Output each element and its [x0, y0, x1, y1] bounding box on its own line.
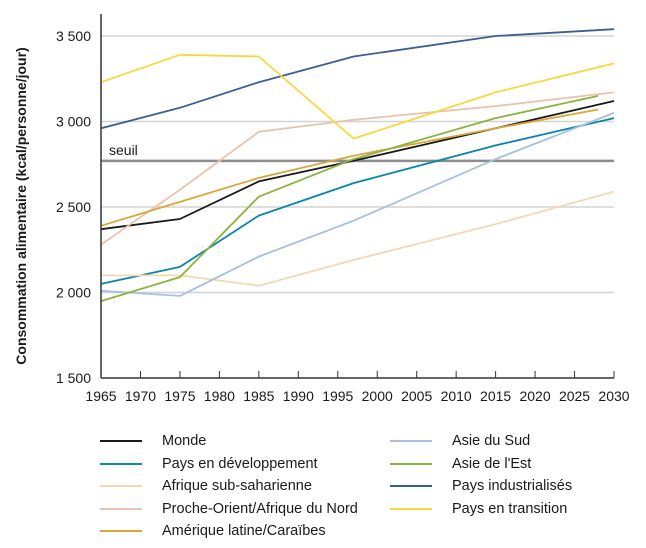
series-line-pays-industrialis-s: [100, 28, 615, 130]
y-tick-label: 1 500: [56, 370, 91, 386]
threshold-label: seuil: [109, 142, 138, 158]
x-tick-label: 1985: [243, 388, 274, 404]
legend-label: Pays en transition: [452, 500, 568, 517]
legend-item: Proche-Orient/Afrique du Nord: [100, 498, 358, 520]
legend-item: Asie du Sud: [390, 430, 530, 452]
legend-swatch: [100, 507, 142, 510]
series-line-asie-du-sud: [100, 112, 615, 297]
legend-item: Pays en transition: [390, 498, 567, 520]
series-line-pays-en-transition: [100, 53, 615, 140]
x-tick-label: 2030: [598, 388, 629, 404]
legend-item: Asie de l'Est: [390, 453, 531, 475]
x-tick-label: 2000: [362, 388, 393, 404]
y-tick-label: 2 000: [56, 285, 91, 301]
legend-label: Asie du Sud: [452, 433, 531, 449]
legend-item: Monde: [100, 430, 206, 452]
series-line-asie-de-l-est: [100, 95, 599, 302]
legend-item: Afrique sub-saharienne: [100, 475, 312, 497]
series-line-pays-en-d-veloppement: [100, 117, 615, 285]
legend-label: Pays industrialisés: [452, 478, 573, 494]
legend-swatch: [390, 462, 432, 465]
legend-label: Amérique latine/Caraïbes: [162, 523, 326, 539]
x-tick-label: 2020: [519, 388, 550, 404]
legend-item: Amérique latine/Caraïbes: [100, 520, 326, 542]
legend-swatch: [100, 485, 142, 487]
legend: Monde Pays en développement Afrique sub-sa…: [100, 430, 640, 545]
y-tick-label: 3 500: [56, 28, 91, 44]
x-tick-label: 1995: [322, 388, 353, 404]
y-ticks: 1 500 2 000 2 500 3 000 3 500: [56, 28, 91, 386]
series-line-proche-orient-afrique-du-nord: [100, 91, 615, 246]
legend-swatch: [100, 440, 142, 442]
x-ticks: 1965 1970 1975 1980 1985 1990 1995 2000 2005 2010…: [85, 371, 630, 404]
legend-swatch: [390, 440, 432, 442]
legend-label: Afrique sub-saharienne: [162, 478, 312, 494]
y-tick-label: 2 500: [56, 199, 91, 215]
series-line-am-rique-latine-cara-bes: [100, 108, 599, 227]
legend-item: Pays industrialisés: [390, 475, 572, 497]
x-tick-label: 2015: [480, 388, 511, 404]
legend-swatch: [390, 507, 432, 510]
x-tick-label: 1980: [204, 388, 235, 404]
legend-label: Pays en développement: [162, 455, 318, 472]
legend-label: Monde: [162, 433, 207, 449]
axes: [100, 14, 614, 379]
x-tick-label: 1990: [283, 388, 314, 404]
legend-label: Asie de l'Est: [452, 455, 532, 472]
series-line-monde: [100, 100, 615, 231]
legend-swatch: [390, 485, 432, 487]
legend-label: Proche-Orient/Afrique du Nord: [162, 500, 358, 517]
x-tick-label: 1970: [125, 388, 156, 404]
x-tick-label: 1965: [85, 388, 116, 404]
x-tick-label: 2010: [441, 388, 472, 404]
y-axis-label: Consommation alimentaire (kcal/personne/…: [13, 47, 29, 364]
legend-swatch: [100, 462, 142, 465]
series-line-afrique-sub-saharienne: [101, 190, 615, 287]
legend-swatch: [100, 530, 142, 532]
legend-item: Pays en développement: [100, 453, 318, 475]
x-tick-label: 2005: [401, 388, 432, 404]
chart: seuil 1965 1970 1975 1980 1985 1990 1995 2000 20…: [13, 14, 630, 404]
series-group: [100, 28, 615, 302]
x-tick-label: 2025: [559, 388, 590, 404]
x-tick-label: 1975: [164, 388, 195, 404]
y-tick-label: 3 000: [56, 114, 91, 130]
gridlines: [101, 35, 614, 294]
